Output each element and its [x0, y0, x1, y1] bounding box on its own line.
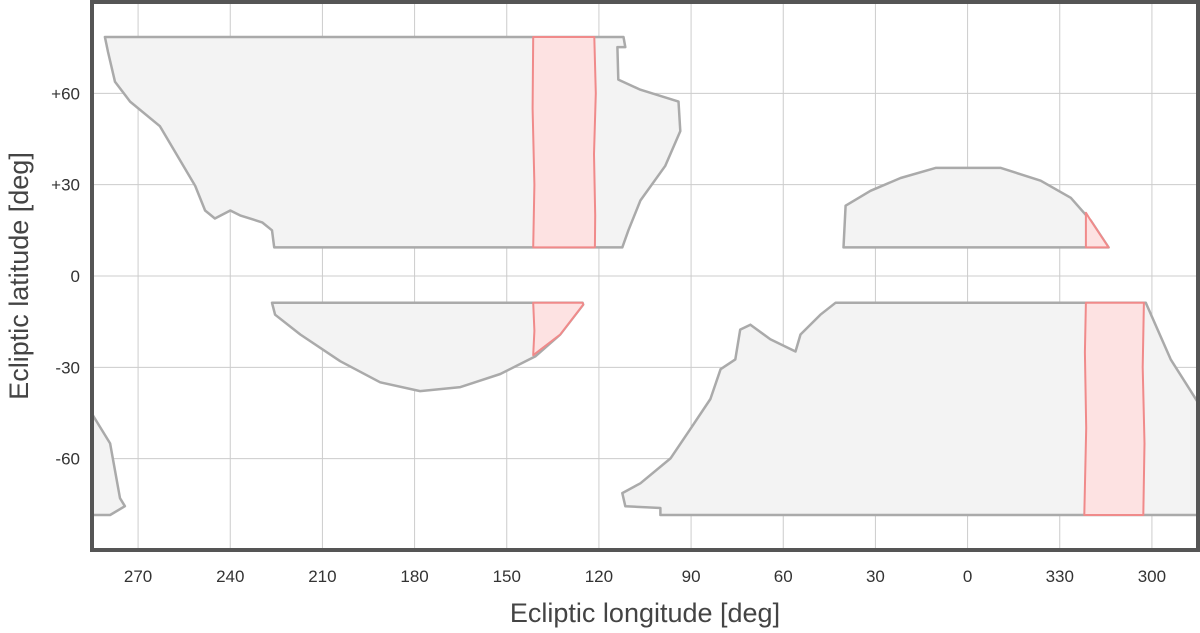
y-tick-labels: +60 +30 0 -30 -60: [51, 84, 80, 468]
x-tick-label: 120: [585, 567, 613, 586]
x-axis-title: Ecliptic longitude [deg]: [510, 598, 780, 628]
x-tick-label: 30: [866, 567, 885, 586]
y-tick-label: -30: [55, 358, 80, 377]
x-tick-labels: 270 240 210 180 150 120 90 60 30 0 330 300: [124, 567, 1166, 586]
y-tick-label: 0: [71, 267, 80, 286]
x-tick-label: 150: [493, 567, 521, 586]
x-tick-label: 300: [1138, 567, 1166, 586]
south-strip-b: [1083, 301, 1146, 516]
y-tick-label: +30: [51, 176, 80, 195]
plot-frame: [90, 0, 1200, 552]
north-arc-region: [842, 166, 1110, 249]
x-tick-label: 240: [216, 567, 244, 586]
x-tick-label: 0: [963, 567, 972, 586]
x-tick-label: 90: [682, 567, 701, 586]
south-arc-strip: [532, 301, 585, 357]
coverage-regions: [90, 35, 1200, 517]
x-tick-label: 270: [124, 567, 152, 586]
north-arc-strip: [1084, 211, 1110, 249]
x-tick-label: 180: [400, 567, 428, 586]
north-strip-a: [531, 36, 597, 249]
x-tick-label: 330: [1046, 567, 1074, 586]
y-tick-label: -60: [55, 450, 80, 469]
x-tick-label: 60: [774, 567, 793, 586]
y-tick-label: +60: [51, 84, 80, 103]
south-edge-region: [90, 412, 127, 517]
y-axis-title: Ecliptic latitude [deg]: [4, 152, 34, 400]
x-tick-label: 210: [308, 567, 336, 586]
